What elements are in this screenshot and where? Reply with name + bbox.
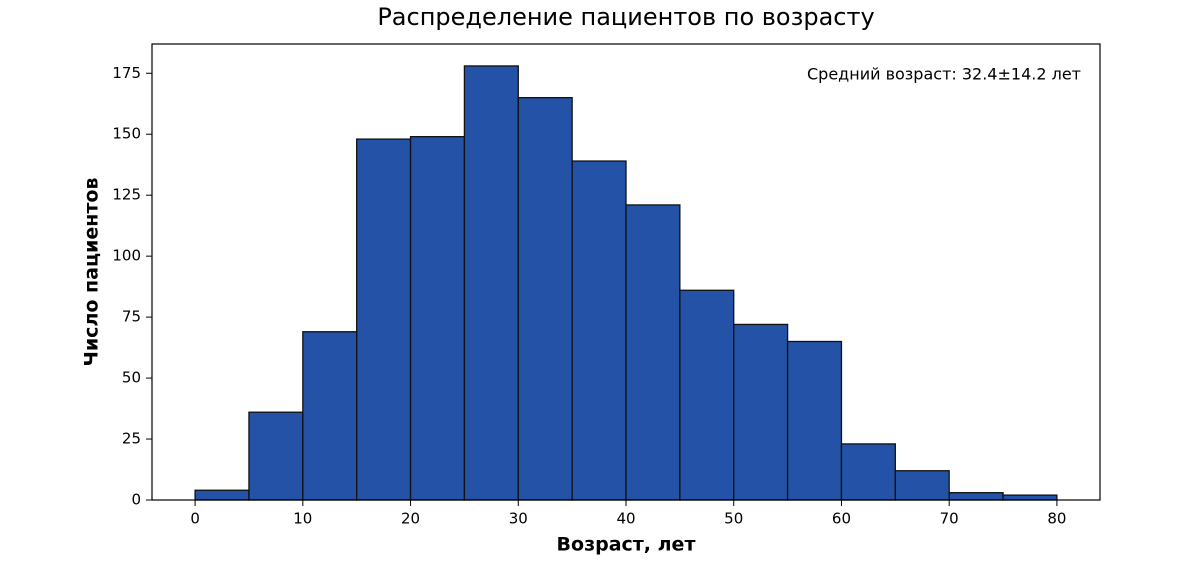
y-tick-label: 100 [112, 247, 141, 265]
bar [894, 470, 950, 501]
bar [194, 489, 250, 501]
y-axis-label: Число пациентов [81, 178, 103, 367]
x-tick-label: 60 [832, 510, 851, 528]
x-tick-label: 30 [509, 510, 528, 528]
chart-title: Распределение пациентов по возрасту [377, 3, 874, 31]
bar [733, 323, 789, 501]
y-tick-label: 25 [122, 430, 141, 448]
bar [356, 138, 412, 501]
y-tick-label: 125 [112, 186, 141, 204]
bar [463, 65, 519, 501]
y-tick-label: 150 [112, 125, 141, 143]
x-axis-label: Возраст, лет [557, 534, 696, 556]
x-tick-label: 80 [1047, 510, 1066, 528]
x-tick-label: 10 [293, 510, 312, 528]
bar [948, 492, 1004, 501]
x-tick-label: 20 [401, 510, 420, 528]
bar [786, 340, 843, 501]
x-tick-label: 40 [616, 510, 635, 528]
bar [571, 160, 627, 501]
bar [1002, 494, 1058, 501]
bar [625, 204, 681, 501]
bar [517, 96, 573, 501]
bar [302, 331, 358, 501]
bar [248, 411, 304, 501]
x-tick-label: 0 [190, 510, 200, 528]
y-tick-label: 75 [122, 308, 141, 326]
bar [409, 136, 466, 501]
x-tick-label: 70 [940, 510, 959, 528]
annotation: Средний возраст: 32.4±14.2 лет [807, 65, 1081, 84]
bar [679, 289, 735, 501]
bar [840, 443, 896, 501]
x-tick-label: 50 [724, 510, 743, 528]
y-tick-label: 50 [122, 369, 141, 387]
y-tick-label: 175 [112, 64, 141, 82]
y-tick-label: 0 [131, 491, 141, 509]
